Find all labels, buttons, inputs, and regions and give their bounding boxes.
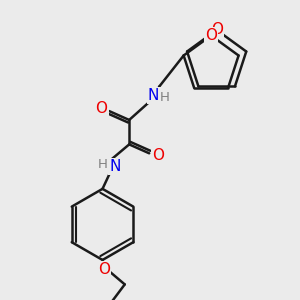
Text: O: O [95,101,107,116]
Text: O: O [152,148,164,163]
Text: O: O [98,262,110,278]
Text: N: N [109,159,120,174]
Text: H: H [98,158,107,171]
Text: O: O [211,22,223,38]
Text: N: N [148,88,159,103]
Text: O: O [205,28,217,43]
Text: H: H [160,91,170,104]
